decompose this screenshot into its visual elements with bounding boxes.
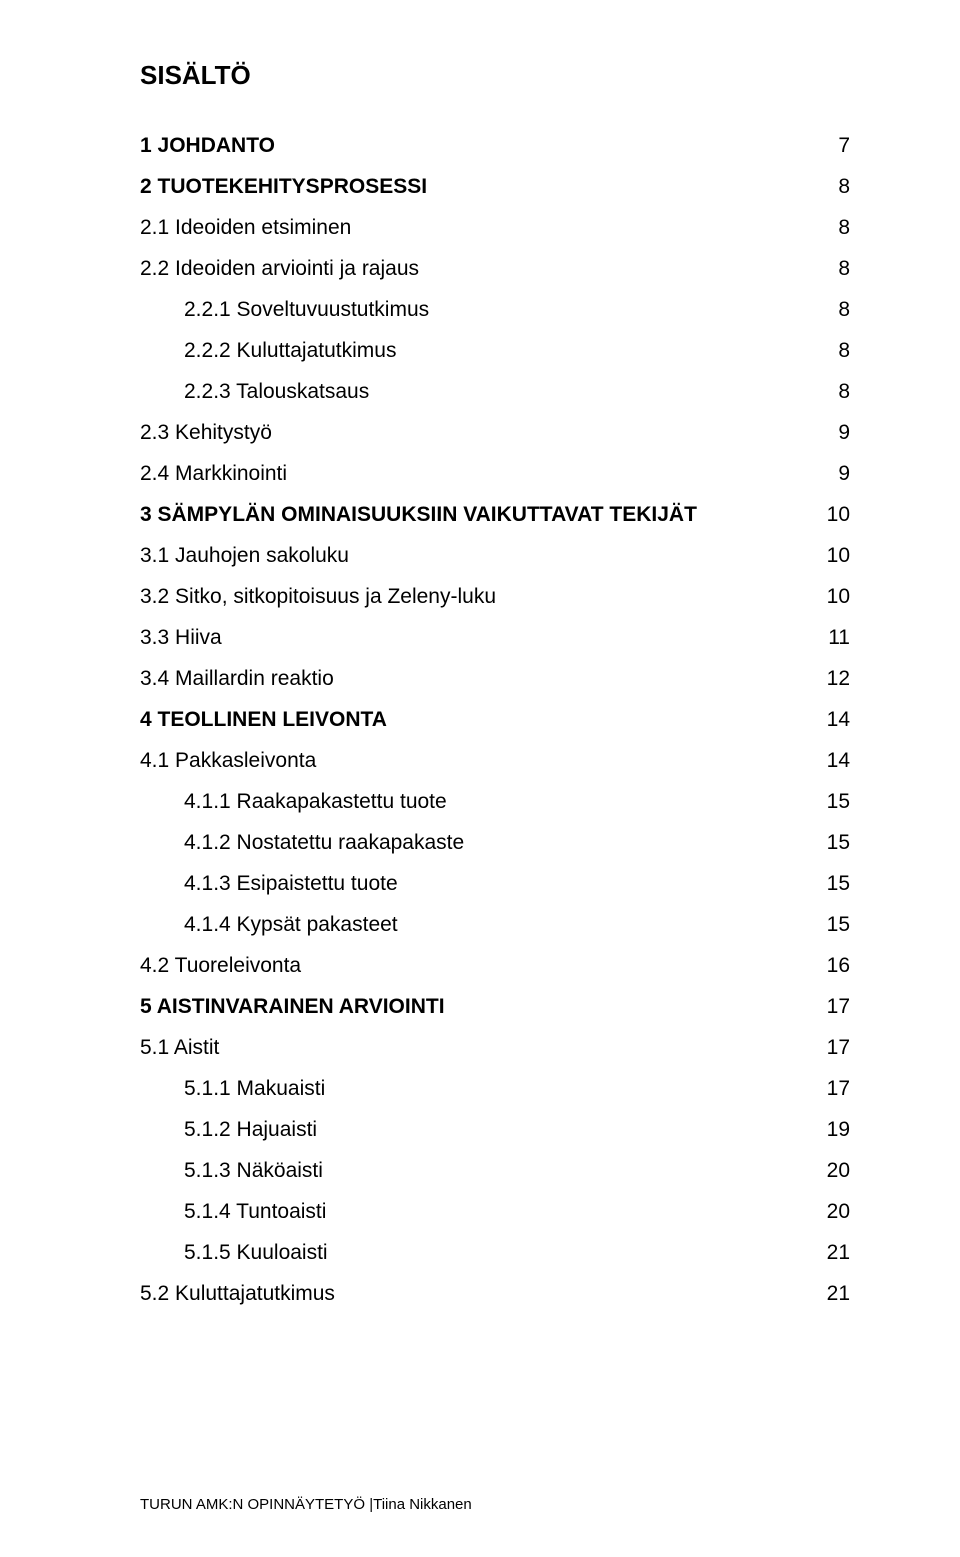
toc-page-number: 17: [811, 1037, 850, 1058]
toc-page-number: 10: [811, 504, 850, 525]
toc-label: 5.1.3 Näköaisti: [140, 1160, 323, 1181]
toc-row: 5 AISTINVARAINEN ARVIOINTI 17: [140, 996, 850, 1017]
toc-page-number: 17: [811, 996, 850, 1017]
toc-label: 3.1 Jauhojen sakoluku: [140, 545, 349, 566]
toc-label: 1 JOHDANTO: [140, 135, 275, 156]
toc-row: 4.1.4 Kypsät pakasteet 15: [140, 914, 850, 935]
toc-label: 2.2 Ideoiden arviointi ja rajaus: [140, 258, 419, 279]
toc-row: 3 SÄMPYLÄN OMINAISUUKSIIN VAIKUTTAVAT TE…: [140, 504, 850, 525]
toc-page-number: 8: [822, 176, 850, 197]
toc-page-number: 14: [811, 750, 850, 771]
toc-label: 5.1.4 Tuntoaisti: [140, 1201, 326, 1222]
toc-row: 3.1 Jauhojen sakoluku 10: [140, 545, 850, 566]
toc-row: 4.1.3 Esipaistettu tuote 15: [140, 873, 850, 894]
toc-page-number: 10: [811, 586, 850, 607]
page-title: SISÄLTÖ: [140, 60, 850, 91]
toc-page-number: 8: [822, 258, 850, 279]
toc-page-number: 10: [811, 545, 850, 566]
toc-page-number: 20: [811, 1201, 850, 1222]
toc-label: 2.1 Ideoiden etsiminen: [140, 217, 351, 238]
toc-row: 2 TUOTEKEHITYSPROSESSI 8: [140, 176, 850, 197]
toc-label: 5.1.2 Hajuaisti: [140, 1119, 317, 1140]
toc-row: 2.3 Kehitystyö 9: [140, 422, 850, 443]
toc-page-number: 21: [811, 1242, 850, 1263]
toc-page-number: 17: [811, 1078, 850, 1099]
toc-label: 4.1.1 Raakapakastettu tuote: [140, 791, 447, 812]
toc-page-number: 8: [822, 217, 850, 238]
toc-page-number: 9: [822, 463, 850, 484]
toc-page-number: 11: [812, 627, 850, 648]
toc-label: 3.4 Maillardin reaktio: [140, 668, 334, 689]
toc-row: 2.2 Ideoiden arviointi ja rajaus 8: [140, 258, 850, 279]
toc-row: 4 TEOLLINEN LEIVONTA 14: [140, 709, 850, 730]
toc-page-number: 9: [822, 422, 850, 443]
toc-label: 4.1 Pakkasleivonta: [140, 750, 316, 771]
toc-label: 4.1.2 Nostatettu raakapakaste: [140, 832, 464, 853]
toc-page-number: 7: [822, 135, 850, 156]
toc-label: 2.2.3 Talouskatsaus: [140, 381, 369, 402]
toc-page-number: 16: [811, 955, 850, 976]
toc-label: 5.2 Kuluttajatutkimus: [140, 1283, 335, 1304]
toc-label: 3.3 Hiiva: [140, 627, 222, 648]
toc-row: 5.1.2 Hajuaisti 19: [140, 1119, 850, 1140]
toc-row: 3.4 Maillardin reaktio 12: [140, 668, 850, 689]
toc-page-number: 19: [811, 1119, 850, 1140]
toc-label: 4.1.3 Esipaistettu tuote: [140, 873, 398, 894]
toc-row: 5.1.3 Näköaisti 20: [140, 1160, 850, 1181]
toc-label: 2.2.2 Kuluttajatutkimus: [140, 340, 396, 361]
toc-row: 5.2 Kuluttajatutkimus 21: [140, 1283, 850, 1304]
toc-label: 4.2 Tuoreleivonta: [140, 955, 301, 976]
toc-row: 3.2 Sitko, sitkopitoisuus ja Zeleny-luku…: [140, 586, 850, 607]
toc-label: 2.3 Kehitystyö: [140, 422, 272, 443]
toc-row: 2.4 Markkinointi 9: [140, 463, 850, 484]
toc-page-number: 20: [811, 1160, 850, 1181]
toc-row: 5.1 Aistit 17: [140, 1037, 850, 1058]
toc-page-number: 15: [811, 873, 850, 894]
footer-text: TURUN AMK:N OPINNÄYTETYÖ |Tiina Nikkanen: [140, 1496, 472, 1513]
toc-label: 4 TEOLLINEN LEIVONTA: [140, 709, 387, 730]
toc-row: 5.1.1 Makuaisti 17: [140, 1078, 850, 1099]
toc-row: 3.3 Hiiva 11: [140, 627, 850, 648]
toc-label: 5.1 Aistit: [140, 1037, 219, 1058]
toc-page-number: 15: [811, 791, 850, 812]
toc-row: 2.2.2 Kuluttajatutkimus 8: [140, 340, 850, 361]
toc-label: 2.2.1 Soveltuvuustutkimus: [140, 299, 429, 320]
toc-label: 5.1.1 Makuaisti: [140, 1078, 325, 1099]
toc-label: 3 SÄMPYLÄN OMINAISUUKSIIN VAIKUTTAVAT TE…: [140, 504, 697, 525]
toc-page-number: 21: [811, 1283, 850, 1304]
toc-page-number: 14: [811, 709, 850, 730]
toc-page-number: 8: [822, 299, 850, 320]
toc-row: 1 JOHDANTO 7: [140, 135, 850, 156]
toc-row: 2.1 Ideoiden etsiminen 8: [140, 217, 850, 238]
toc-row: 2.2.3 Talouskatsaus 8: [140, 381, 850, 402]
toc-page-number: 8: [822, 381, 850, 402]
toc-row: 5.1.5 Kuuloaisti 21: [140, 1242, 850, 1263]
toc-row: 5.1.4 Tuntoaisti 20: [140, 1201, 850, 1222]
toc-row: 4.2 Tuoreleivonta 16: [140, 955, 850, 976]
toc-label: 5 AISTINVARAINEN ARVIOINTI: [140, 996, 445, 1017]
toc-label: 2 TUOTEKEHITYSPROSESSI: [140, 176, 427, 197]
toc-page-number: 12: [811, 668, 850, 689]
toc-row: 4.1.1 Raakapakastettu tuote 15: [140, 791, 850, 812]
toc-label: 5.1.5 Kuuloaisti: [140, 1242, 328, 1263]
toc-row: 4.1.2 Nostatettu raakapakaste 15: [140, 832, 850, 853]
toc-page-number: 15: [811, 914, 850, 935]
toc-label: 4.1.4 Kypsät pakasteet: [140, 914, 398, 935]
toc-row: 4.1 Pakkasleivonta 14: [140, 750, 850, 771]
toc-label: 3.2 Sitko, sitkopitoisuus ja Zeleny-luku: [140, 586, 496, 607]
toc-page-number: 8: [822, 340, 850, 361]
toc-page-number: 15: [811, 832, 850, 853]
table-of-contents: 1 JOHDANTO72 TUOTEKEHITYSPROSESSI82.1 Id…: [140, 135, 850, 1304]
toc-row: 2.2.1 Soveltuvuustutkimus 8: [140, 299, 850, 320]
toc-label: 2.4 Markkinointi: [140, 463, 287, 484]
